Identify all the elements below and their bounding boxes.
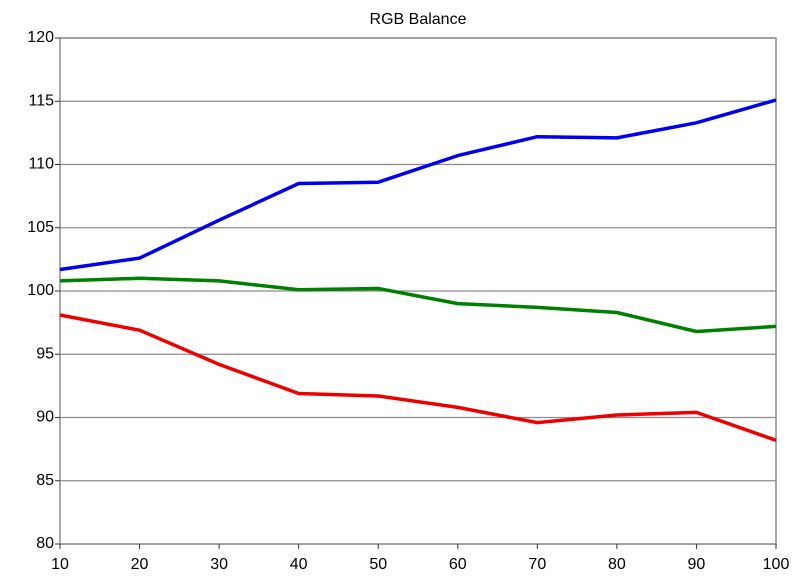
y-tick-label: 80 bbox=[36, 535, 54, 552]
x-tick-label: 50 bbox=[369, 556, 387, 573]
series-line bbox=[59, 276, 777, 334]
y-tick-label: 105 bbox=[27, 219, 54, 236]
series-line bbox=[59, 313, 777, 442]
x-tick-label: 10 bbox=[51, 556, 69, 573]
y-tick-label: 95 bbox=[36, 345, 54, 362]
x-tick-label: 20 bbox=[131, 556, 149, 573]
x-tick-label: 40 bbox=[290, 556, 308, 573]
x-tick-label: 90 bbox=[688, 556, 706, 573]
y-tick-label: 120 bbox=[27, 29, 54, 46]
y-tick-label: 115 bbox=[28, 92, 54, 109]
x-tick-label: 100 bbox=[763, 556, 790, 573]
y-tick-label: 85 bbox=[36, 472, 54, 489]
x-tick-label: 80 bbox=[608, 556, 626, 573]
series-line bbox=[59, 98, 777, 272]
chart-title: RGB Balance bbox=[370, 11, 467, 28]
y-tick-label: 90 bbox=[36, 409, 54, 426]
y-tick-label: 100 bbox=[27, 282, 54, 299]
x-tick-label: 60 bbox=[449, 556, 467, 573]
x-tick-label: 70 bbox=[528, 556, 546, 573]
y-tick-label: 110 bbox=[28, 156, 54, 173]
x-tick-label: 30 bbox=[210, 556, 228, 573]
